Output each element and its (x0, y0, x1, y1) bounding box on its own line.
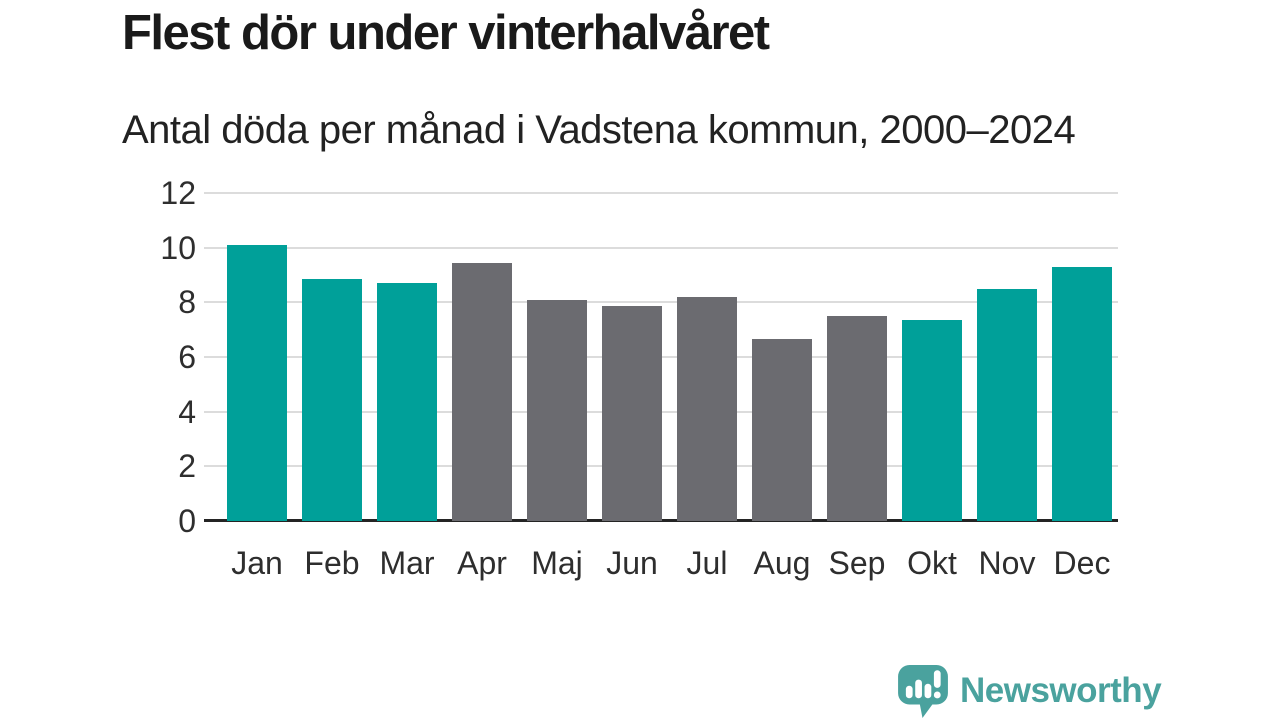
x-tick-label-aug: Aug (753, 545, 811, 581)
bar-aug (752, 339, 812, 521)
bar-dec (1052, 266, 1112, 521)
mini-bar-3 (924, 683, 932, 699)
bar-jun (602, 306, 662, 521)
x-tick-label-okt: Okt (907, 545, 957, 581)
mini-bar-2 (915, 679, 922, 699)
bar-jan (227, 244, 287, 521)
bar-feb (302, 279, 362, 521)
gridline-y-10 (204, 246, 1118, 249)
x-tick-label-sep: Sep (828, 545, 886, 581)
chart-title: Flest dör under vinterhalvåret (122, 6, 770, 60)
exclamation-bar (933, 670, 941, 688)
x-tick-label-mar: Mar (379, 545, 435, 581)
x-tick-label-jan: Jan (231, 545, 283, 581)
y-tick-label-8: 8 (178, 284, 196, 321)
gridline-y-12 (204, 192, 1118, 194)
bar-nov (977, 288, 1037, 521)
x-tick-label-dec: Dec (1053, 545, 1111, 581)
gridline-y-8 (204, 301, 1118, 304)
bar-mar (377, 283, 437, 521)
y-tick-label-4: 4 (178, 393, 196, 430)
y-tick-label-0: 0 (178, 503, 196, 539)
x-tick-label-apr: Apr (457, 545, 507, 581)
bar-apr (452, 262, 512, 521)
newsworthy-wordmark: Newsworthy (960, 671, 1162, 710)
bar-sep (827, 316, 887, 521)
y-tick-label-6: 6 (178, 339, 196, 375)
bar-jul (677, 296, 737, 521)
y-tick-label-10: 10 (160, 229, 196, 266)
bar-maj (527, 299, 587, 521)
newsworthy-brand: Newsworthy (897, 664, 1162, 718)
mini-bar-1 (905, 685, 913, 699)
x-tick-label-maj: Maj (531, 545, 583, 581)
plot-area (204, 192, 1118, 522)
x-tick-label-feb: Feb (304, 545, 360, 581)
y-tick-label-12: 12 (160, 175, 196, 211)
newsworthy-logo-icon (898, 665, 948, 718)
y-tick-label-2: 2 (178, 448, 196, 485)
x-tick-label-jun: Jun (606, 545, 658, 581)
chart-subtitle: Antal döda per månad i Vadstena kommun, … (122, 108, 1076, 152)
bar-okt (902, 320, 962, 521)
x-tick-label-jul: Jul (686, 545, 728, 581)
x-tick-label-nov: Nov (978, 545, 1036, 581)
exclamation-dot (933, 691, 941, 699)
